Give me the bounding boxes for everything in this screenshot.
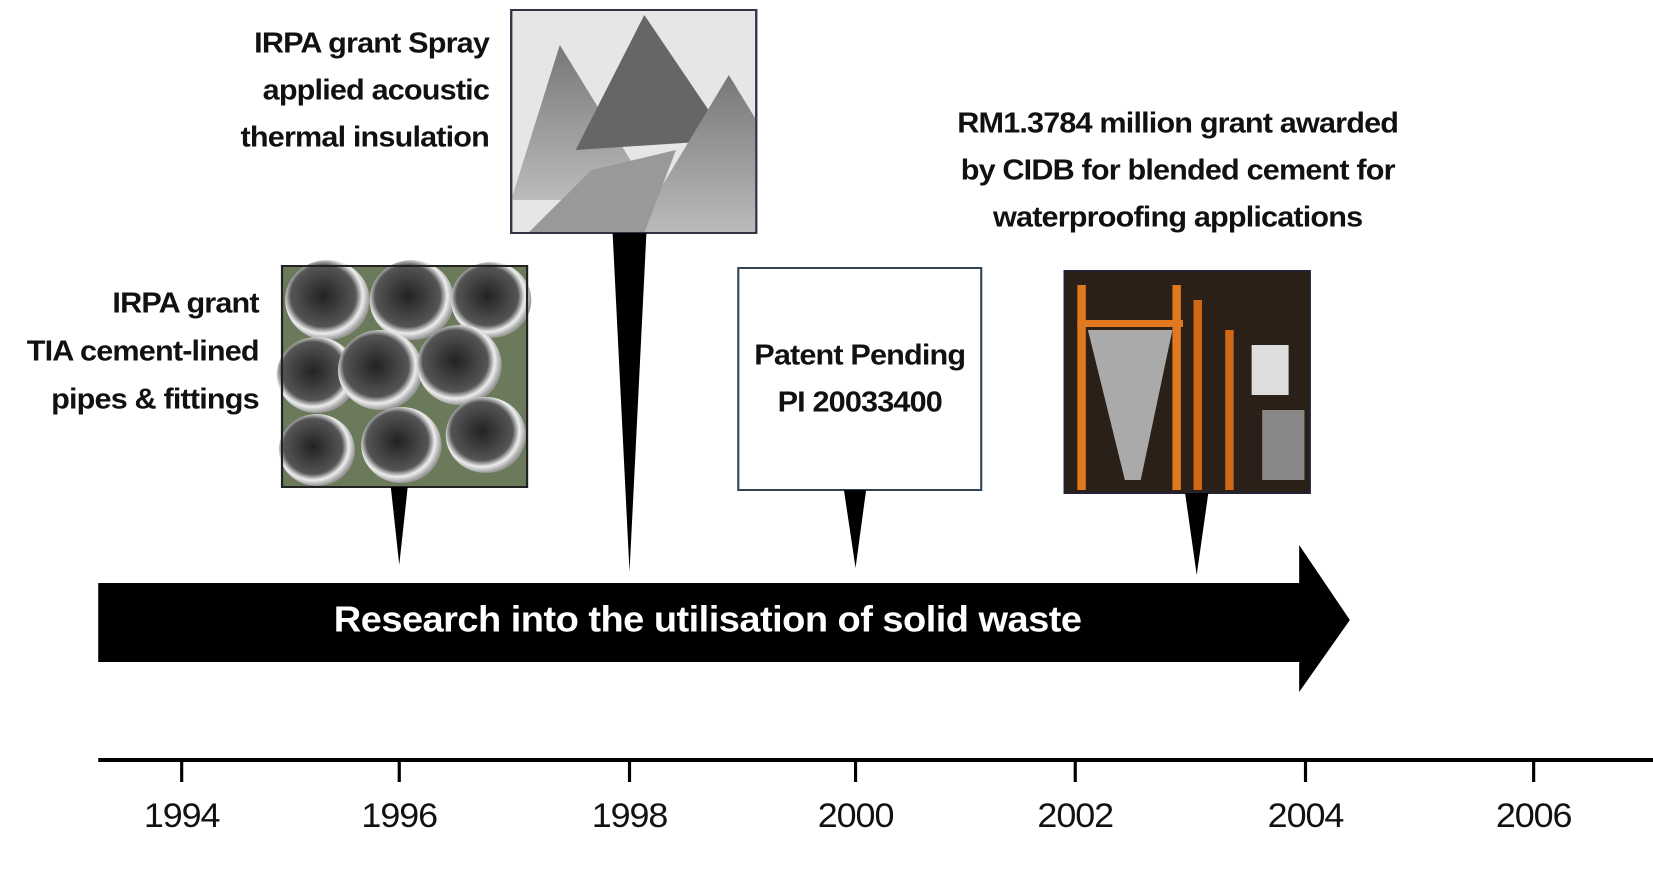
- plant-photo: [1065, 271, 1310, 493]
- year-label: 2000: [818, 797, 894, 835]
- event-label: PI 20033400: [778, 386, 943, 418]
- pointer: [391, 487, 408, 565]
- powder-photo: [511, 10, 756, 233]
- year-label: 2006: [1496, 797, 1572, 835]
- event-label: IRPA grant: [112, 287, 259, 319]
- timeline-diagram: IRPA grant TIA cement-lined pipes & fittin…: [0, 0, 1653, 887]
- year-label: 2004: [1268, 797, 1344, 835]
- event-label: TIA cement-lined: [27, 335, 259, 367]
- pointer: [844, 490, 866, 568]
- year-label: 1998: [592, 797, 668, 835]
- pipes-photo: [277, 260, 532, 487]
- year-label: 1994: [144, 797, 220, 835]
- year-label: 1996: [361, 797, 437, 835]
- event-label: IRPA grant Spray: [254, 27, 490, 59]
- event-label: by CIDB for blended cement for: [961, 154, 1396, 186]
- event-label: pipes & fittings: [51, 383, 259, 415]
- event-label: applied acoustic: [263, 74, 490, 106]
- pointer: [1185, 493, 1208, 575]
- event-label: Patent Pending: [754, 339, 965, 371]
- event-label: RM1.3784 million grant awarded: [957, 107, 1398, 139]
- event-label: thermal insulation: [241, 121, 489, 153]
- page: {"events": [ {"lines": ["IRPA grant", "T…: [0, 0, 1653, 887]
- text-box: [738, 268, 981, 490]
- event-label: waterproofing applications: [992, 201, 1363, 233]
- arrow-label: Research into the utilisation of solid w…: [334, 598, 1082, 639]
- pointer: [613, 233, 647, 572]
- year-label: 2002: [1037, 797, 1113, 835]
